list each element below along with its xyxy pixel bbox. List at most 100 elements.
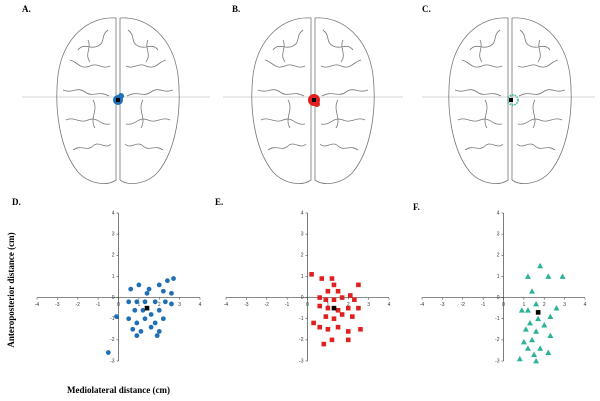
brain-a bbox=[22, 17, 210, 184]
point bbox=[524, 345, 531, 351]
point bbox=[148, 312, 154, 317]
point bbox=[531, 351, 538, 358]
point bbox=[524, 273, 531, 279]
point bbox=[516, 355, 523, 362]
point bbox=[162, 299, 168, 305]
point bbox=[130, 326, 136, 332]
point bbox=[545, 273, 552, 279]
x-tick-label: 3 bbox=[367, 302, 370, 308]
x-tick-label: 2 bbox=[543, 302, 546, 308]
point bbox=[518, 307, 525, 313]
y-tick-label: 3 bbox=[497, 231, 500, 237]
point bbox=[345, 329, 351, 334]
x-tick-label: 4 bbox=[199, 302, 202, 308]
x-tick-label: 2 bbox=[347, 302, 350, 308]
point bbox=[317, 303, 323, 309]
point bbox=[323, 314, 329, 319]
point bbox=[529, 336, 536, 343]
point bbox=[138, 329, 144, 334]
point bbox=[134, 333, 140, 339]
x-tick-label: -2 bbox=[265, 302, 270, 308]
point bbox=[329, 276, 335, 281]
point bbox=[156, 282, 162, 288]
point bbox=[345, 337, 351, 343]
point bbox=[134, 320, 140, 326]
point bbox=[526, 319, 533, 326]
point bbox=[533, 300, 540, 307]
y-tick-label: 0 bbox=[112, 295, 115, 301]
y-tick-label: 1 bbox=[301, 274, 304, 280]
point bbox=[169, 301, 174, 307]
panel-label: B. bbox=[232, 4, 240, 14]
point bbox=[545, 349, 552, 355]
brain-b bbox=[223, 17, 403, 184]
point bbox=[347, 293, 353, 298]
point bbox=[144, 305, 150, 311]
x-tick-label: 1 bbox=[137, 302, 140, 308]
point bbox=[522, 326, 529, 332]
point bbox=[152, 320, 158, 326]
y-tick-label: -2 bbox=[495, 337, 500, 343]
x-tick-label: 0 bbox=[306, 302, 309, 308]
x-tick-label: -2 bbox=[76, 302, 81, 308]
point bbox=[126, 299, 132, 305]
point bbox=[331, 305, 337, 311]
point bbox=[323, 297, 329, 302]
point bbox=[350, 314, 355, 319]
x-tick-label: 4 bbox=[584, 302, 587, 308]
x-tick-label: 4 bbox=[388, 302, 391, 308]
point bbox=[547, 313, 554, 319]
point bbox=[339, 295, 345, 300]
x-tick-label: 1 bbox=[326, 302, 329, 308]
y-tick-label: -3 bbox=[495, 358, 500, 364]
point bbox=[547, 332, 554, 339]
x-axis-label: Mediolateral distance (cm) bbox=[67, 385, 170, 395]
point bbox=[160, 288, 166, 294]
point bbox=[142, 299, 148, 305]
x-tick-label: -4 bbox=[224, 302, 229, 308]
point bbox=[311, 320, 316, 326]
y-tick-label: -2 bbox=[110, 337, 115, 343]
point bbox=[329, 337, 335, 343]
point bbox=[537, 262, 544, 269]
point bbox=[358, 326, 363, 332]
y-tick-label: 1 bbox=[497, 274, 500, 280]
point bbox=[520, 338, 527, 345]
point bbox=[325, 326, 331, 332]
point bbox=[356, 282, 361, 288]
x-tick-label: 3 bbox=[178, 302, 181, 308]
point bbox=[156, 307, 162, 313]
point bbox=[171, 276, 176, 281]
y-tick-label: -3 bbox=[299, 358, 304, 364]
point bbox=[535, 315, 542, 322]
point bbox=[331, 316, 337, 322]
y-tick-label: 0 bbox=[497, 295, 500, 301]
point bbox=[533, 328, 540, 334]
point bbox=[331, 282, 337, 288]
y-tick-label: -1 bbox=[110, 316, 115, 322]
y-tick-label: 2 bbox=[497, 253, 500, 259]
point bbox=[321, 341, 327, 347]
y-tick-label: 3 bbox=[301, 231, 304, 237]
y-tick-label: 2 bbox=[112, 253, 115, 259]
x-tick-label: 0 bbox=[117, 302, 120, 308]
x-tick-label: 1 bbox=[522, 302, 525, 308]
panel-label: E. bbox=[215, 197, 223, 207]
x-tick-label: 3 bbox=[563, 302, 566, 308]
point bbox=[339, 312, 345, 317]
point bbox=[146, 286, 152, 292]
y-axis-label: Anteroposterior distance (cm) bbox=[6, 232, 16, 347]
point bbox=[309, 272, 314, 277]
x-tick-label: -4 bbox=[35, 302, 40, 308]
point bbox=[152, 299, 158, 305]
y-tick-label: 3 bbox=[112, 231, 115, 237]
point bbox=[154, 333, 160, 339]
point bbox=[169, 290, 174, 296]
y-tick-label: 4 bbox=[301, 210, 304, 216]
point bbox=[140, 307, 146, 313]
x-tick-label: -1 bbox=[481, 302, 486, 308]
point bbox=[559, 273, 566, 279]
point bbox=[524, 307, 531, 313]
point bbox=[345, 305, 351, 311]
